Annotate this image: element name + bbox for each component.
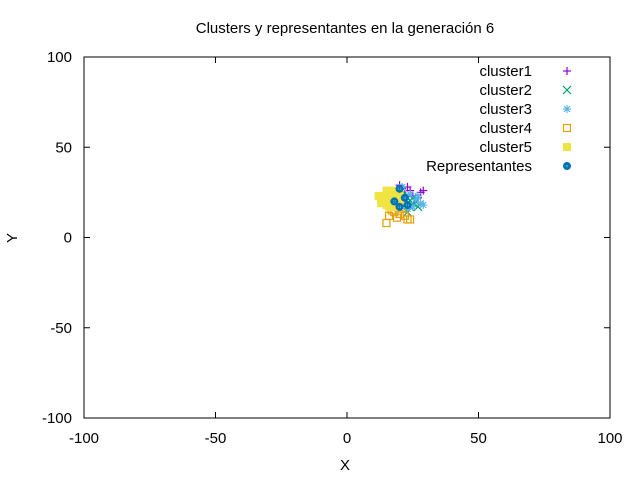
x-tick-label: 50 — [470, 430, 487, 447]
Representantes-point — [400, 193, 409, 202]
legend-marker-cluster5 — [563, 143, 571, 151]
legend-marker-cluster1 — [563, 67, 571, 75]
x-axis-title: X — [340, 457, 350, 474]
cluster5-point — [395, 190, 404, 199]
y-tick-label: 50 — [55, 139, 72, 156]
legend: cluster1 cluster2 cluster3 cluster4 cluster5… — [426, 63, 572, 175]
Representantes-point — [403, 201, 412, 210]
y-tick-labels: -100 -50 0 50 100 — [42, 49, 72, 427]
x-tick-label: 100 — [597, 430, 622, 447]
cluster5-point — [377, 199, 386, 208]
y-tick-label: 0 — [64, 230, 72, 247]
legend-marker-cluster2 — [562, 85, 572, 95]
x-tick-label: -50 — [205, 430, 227, 447]
y-tick-label: 100 — [47, 49, 72, 66]
cluster4-point — [382, 218, 391, 228]
cluster5-point — [379, 193, 388, 202]
legend-marker-Representantes — [563, 162, 571, 170]
legend-label: Representantes — [426, 158, 532, 175]
legend-label: cluster5 — [479, 139, 532, 156]
Representantes-point — [390, 197, 399, 206]
legend-marker-cluster4 — [562, 123, 572, 133]
legend-marker-cluster3 — [563, 105, 571, 113]
chart-title: Clusters y representantes en la generaci… — [196, 20, 495, 37]
legend-label: cluster2 — [479, 82, 532, 99]
data-points — [374, 181, 428, 228]
legend-label: cluster3 — [479, 101, 532, 118]
x-tick-label: 0 — [343, 430, 351, 447]
cluster3-point — [419, 201, 428, 210]
cluster5-point — [387, 190, 396, 199]
cluster5-point — [398, 197, 407, 206]
cluster3-point — [414, 191, 423, 200]
y-axis-title: Y — [4, 233, 21, 243]
x-tick-labels: -100 -50 0 50 100 — [69, 430, 623, 447]
y-tick-label: -100 — [42, 410, 72, 427]
Representantes-point — [395, 202, 404, 211]
y-tick-label: -50 — [50, 320, 72, 337]
cluster5-point — [390, 202, 399, 211]
legend-label: cluster1 — [479, 63, 532, 80]
legend-label: cluster4 — [479, 120, 532, 137]
cluster4-point — [392, 213, 402, 222]
cluster5-point — [385, 202, 394, 211]
axis-ticks — [83, 56, 611, 419]
x-tick-label: -100 — [69, 430, 99, 447]
Representantes-point — [395, 184, 404, 193]
cluster3-point — [406, 190, 415, 199]
